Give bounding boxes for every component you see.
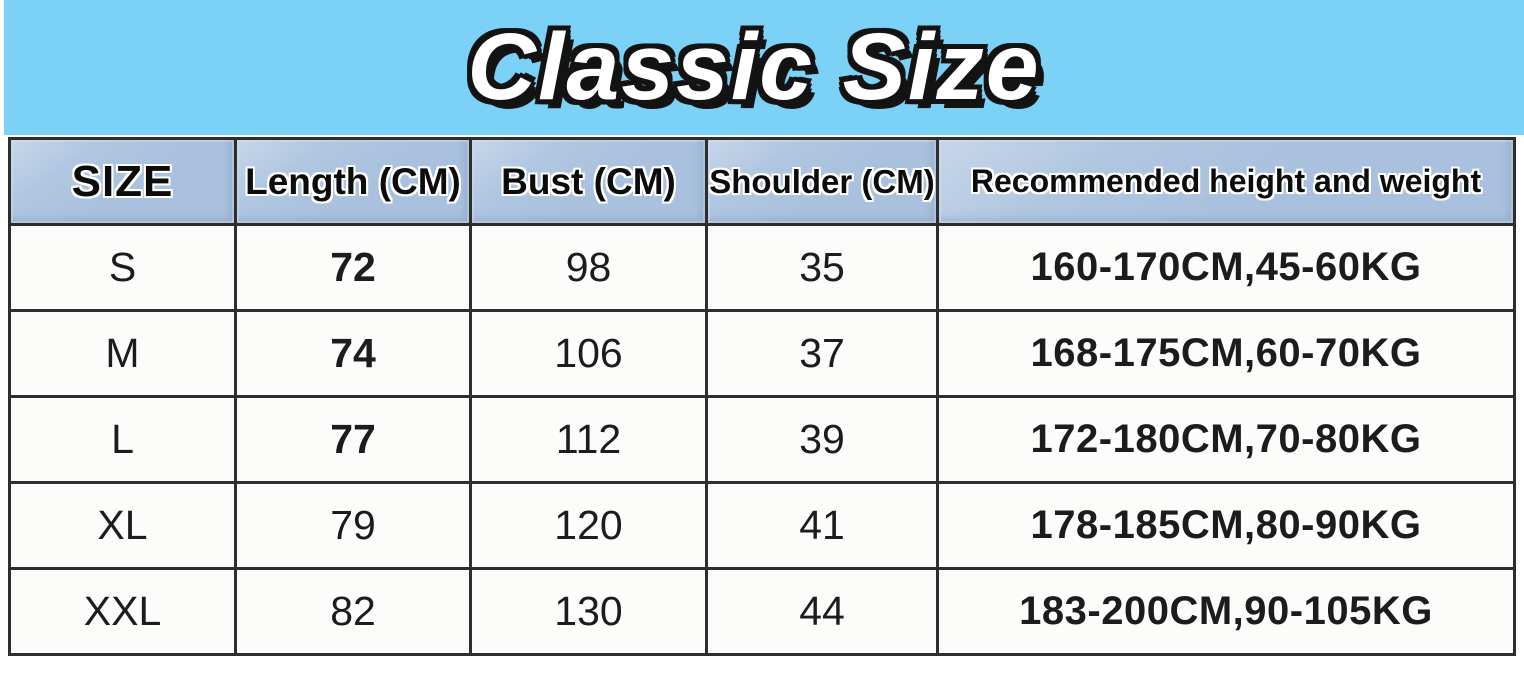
column-header-shoulder: Shoulder (CM) xyxy=(705,137,939,226)
table-row: S 72 98 35 160-170CM,45-60KG xyxy=(8,223,1516,312)
length-cell: 77 xyxy=(234,395,472,484)
title-banner: Classic Size xyxy=(4,0,1524,135)
table-row: XL 79 120 41 178-185CM,80-90KG xyxy=(8,481,1516,570)
bust-cell: 98 xyxy=(469,223,708,312)
bust-cell: 130 xyxy=(469,567,708,656)
length-cell: 72 xyxy=(234,223,472,312)
column-header-bust: Bust (CM) xyxy=(469,137,708,226)
recommend-cell: 172-180CM,70-80KG xyxy=(936,395,1516,484)
table-row: XXL 82 130 44 183-200CM,90-105KG xyxy=(8,567,1516,656)
shoulder-cell: 39 xyxy=(705,395,939,484)
header-row: SIZE Length (CM) Bust (CM) Shoulder (CM)… xyxy=(8,137,1516,226)
length-cell: 82 xyxy=(234,567,472,656)
recommend-cell: 160-170CM,45-60KG xyxy=(936,223,1516,312)
table-row: L 77 112 39 172-180CM,70-80KG xyxy=(8,395,1516,484)
bust-cell: 106 xyxy=(469,309,708,398)
table-row: M 74 106 37 168-175CM,60-70KG xyxy=(8,309,1516,398)
page-title: Classic Size xyxy=(467,14,1041,120)
shoulder-cell: 35 xyxy=(705,223,939,312)
length-cell: 79 xyxy=(234,481,472,570)
size-cell: XXL xyxy=(8,567,237,656)
bust-cell: 120 xyxy=(469,481,708,570)
length-cell: 74 xyxy=(234,309,472,398)
recommend-cell: 178-185CM,80-90KG xyxy=(936,481,1516,570)
shoulder-cell: 44 xyxy=(705,567,939,656)
column-header-recommend: Recommended height and weight xyxy=(936,137,1516,226)
shoulder-cell: 37 xyxy=(705,309,939,398)
column-header-size: SIZE xyxy=(8,137,237,226)
size-cell: M xyxy=(8,309,237,398)
recommend-cell: 183-200CM,90-105KG xyxy=(936,567,1516,656)
bust-cell: 112 xyxy=(469,395,708,484)
size-chart-table: SIZE Length (CM) Bust (CM) Shoulder (CM)… xyxy=(8,137,1516,656)
size-cell: L xyxy=(8,395,237,484)
table-body: S 72 98 35 160-170CM,45-60KG M 74 106 37 168-175C… xyxy=(8,223,1516,656)
size-cell: S xyxy=(8,223,237,312)
shoulder-cell: 41 xyxy=(705,481,939,570)
recommend-cell: 168-175CM,60-70KG xyxy=(936,309,1516,398)
size-cell: XL xyxy=(8,481,237,570)
column-header-length: Length (CM) xyxy=(234,137,472,226)
